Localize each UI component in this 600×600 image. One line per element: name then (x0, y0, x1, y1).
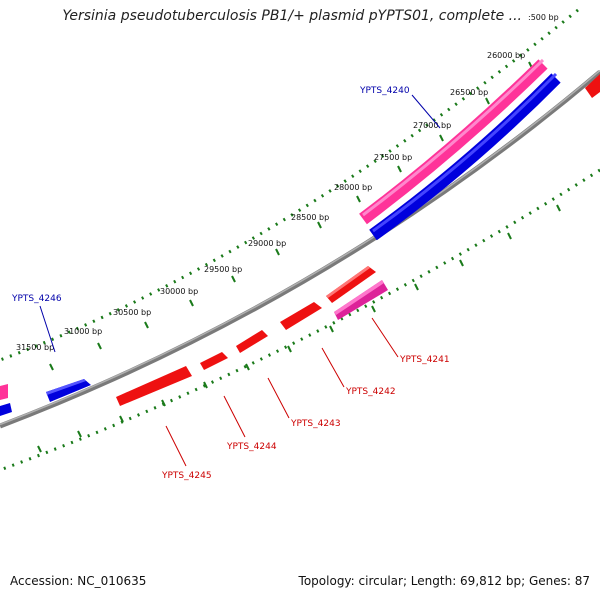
gene-label-ypts-4241[interactable]: YPTS_4241 (399, 355, 450, 365)
gene-ypts-4242[interactable] (280, 302, 322, 330)
gene-ypts-4243[interactable] (236, 330, 268, 353)
gene-label-ypts-4245-group: YPTS_4245 (161, 425, 212, 481)
gene-ypts-4241[interactable] (326, 266, 376, 303)
scale-label-30500: 30500 bp (113, 308, 151, 317)
inner-tick-ring (0, 168, 600, 472)
gene-label-ypts-4244-group: YPTS_4244 (223, 395, 277, 452)
gene-ypts-4241-highlight (326, 266, 370, 298)
gene-label-ypts-4244[interactable]: YPTS_4244 (226, 442, 277, 452)
scale-label-28000: 28000 bp (334, 183, 372, 192)
gene-ypts-4245[interactable] (116, 366, 192, 406)
scale-label-27500: 27500 bp (374, 153, 412, 162)
gene-label-ypts-4246-group: YPTS_4246 (11, 294, 62, 353)
scale-label-26000: 26000 bp (487, 51, 525, 60)
scale-label-28500: 28500 bp (291, 213, 329, 222)
gene-partial-right[interactable] (585, 74, 600, 98)
gene-label-ypts-4243[interactable]: YPTS_4243 (290, 419, 341, 429)
gene-label-ypts-4241-group: YPTS_4241 (371, 317, 450, 365)
gene-label-ypts-4240-group: YPTS_4240 (359, 86, 441, 129)
inner-major-ticks (37, 204, 561, 453)
outer-tick-ring (0, 8, 579, 362)
scale-labels: :500 bp 26000 bp 26500 bp 27000 bp 27500… (16, 13, 559, 352)
gene-label-ypts-4242[interactable]: YPTS_4242 (345, 387, 396, 397)
gene-ypts-4244[interactable] (200, 352, 228, 370)
scale-label-30000: 30000 bp (160, 287, 198, 296)
accession-label: Accession: NC_010635 (10, 574, 147, 588)
scale-label-29000: 29000 bp (248, 239, 286, 248)
gene-label-ypts-4243-group: YPTS_4243 (267, 377, 341, 429)
gene-label-ypts-4242-group: YPTS_4242 (321, 347, 396, 397)
gene-partial-left-blue[interactable] (0, 403, 12, 416)
map-title: Yersinia pseudotuberculosis PB1/+ plasmi… (62, 8, 522, 24)
summary-label: Topology: circular; Length: 69,812 bp; G… (298, 574, 590, 588)
scale-label-31500: 31500 bp (16, 343, 54, 352)
scale-label-clipped: :500 bp (528, 13, 559, 22)
gene-magenta-inner[interactable] (334, 280, 388, 320)
scale-label-26500: 26500 bp (450, 88, 488, 97)
gene-partial-left-pink[interactable] (0, 384, 8, 400)
plasmid-backbone (0, 70, 600, 429)
gene-label-ypts-4240[interactable]: YPTS_4240 (359, 86, 410, 96)
scale-label-29500: 29500 bp (204, 265, 242, 274)
scale-label-31000: 31000 bp (64, 327, 102, 336)
gene-ypts-4240-forward[interactable] (359, 59, 548, 225)
gene-blue-lower-left[interactable] (46, 379, 91, 402)
gene-label-ypts-4245[interactable]: YPTS_4245 (161, 471, 212, 481)
scale-label-27000: 27000 bp (413, 121, 451, 130)
red-gene-group[interactable] (116, 266, 376, 406)
gene-label-ypts-4246[interactable]: YPTS_4246 (11, 294, 62, 304)
gene-ypts-4240-reverse[interactable] (369, 73, 561, 241)
